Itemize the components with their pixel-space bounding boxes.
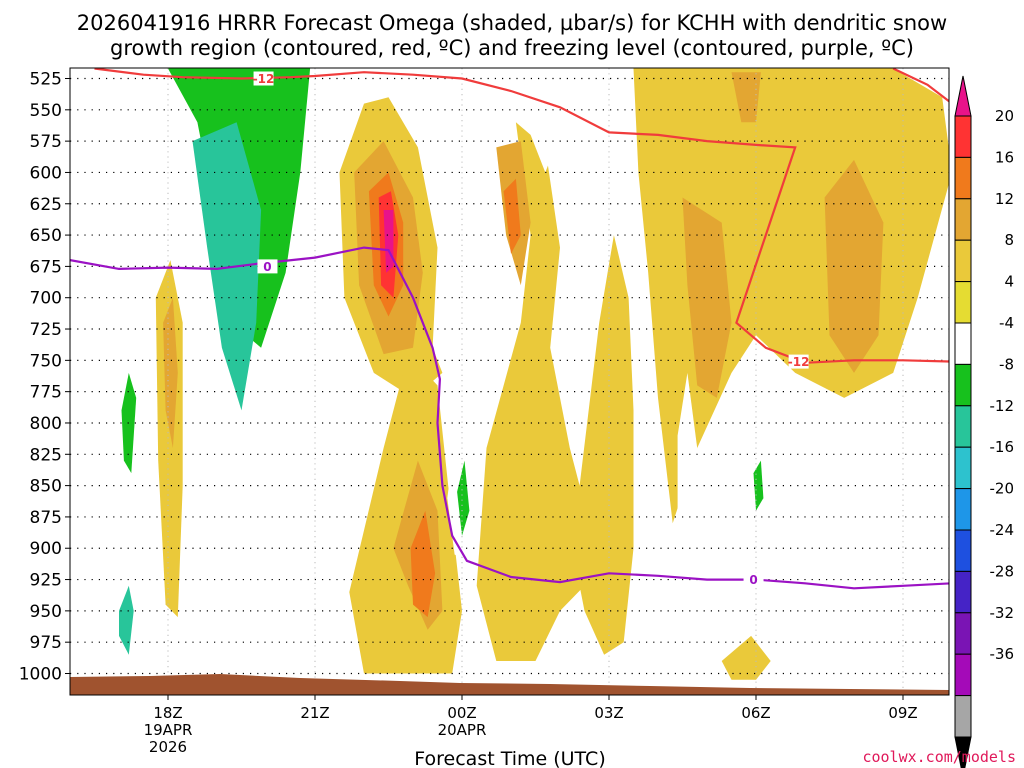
y-tick-850: 850 bbox=[30, 477, 62, 497]
terrain-layer bbox=[70, 674, 949, 695]
colorbar-label-7: -12 bbox=[990, 397, 1015, 415]
colorbar-label-1: 16 bbox=[995, 148, 1014, 166]
omega-region-24 bbox=[721, 635, 771, 680]
colorbar-label-13: -36 bbox=[990, 645, 1015, 663]
omega-region-19 bbox=[569, 235, 634, 655]
svg-text:0: 0 bbox=[263, 260, 271, 274]
dgz-minus12-contour bbox=[94, 68, 949, 364]
y-tick-600: 600 bbox=[30, 163, 62, 183]
y-tick-550: 550 bbox=[30, 101, 62, 121]
dgz-minus12-contour-top bbox=[892, 68, 949, 103]
omega-region-26 bbox=[457, 185, 472, 298]
y-tick-875: 875 bbox=[30, 508, 62, 528]
colorbar-band-3 bbox=[954, 239, 972, 283]
y-tick-650: 650 bbox=[30, 226, 62, 246]
omega-region-31 bbox=[753, 460, 764, 511]
y-tick-525: 525 bbox=[30, 70, 62, 90]
omega-region-15 bbox=[163, 297, 178, 448]
x-tick-06Z: 06Z bbox=[741, 704, 770, 722]
x-tick-03Z: 03Z bbox=[594, 704, 623, 722]
x-tick-year-18Z: 2026 bbox=[149, 738, 187, 756]
colorbar-label-6: -8 bbox=[999, 355, 1014, 373]
colorbar-band-14 bbox=[954, 695, 972, 738]
pressure-axis: 525 550 575 600 625 650 675 700 725 750 775 800 825 8… bbox=[19, 70, 70, 685]
terrain-ground-fill bbox=[70, 674, 949, 695]
y-tick-725: 725 bbox=[30, 320, 62, 340]
colorbar-band-12 bbox=[954, 612, 972, 655]
colorbar-band-0 bbox=[954, 115, 972, 158]
colorbar-bottom-arrow bbox=[954, 736, 972, 768]
plot-frame bbox=[69, 67, 950, 696]
svg-text:-12: -12 bbox=[788, 355, 810, 369]
freezing-level-label-1: 0 bbox=[257, 259, 278, 274]
colorbar-label-0: 20 bbox=[995, 107, 1014, 125]
omega-region-25 bbox=[530, 84, 560, 173]
y-tick-625: 625 bbox=[30, 195, 62, 215]
y-tick-675: 675 bbox=[30, 257, 62, 277]
colorbar-label-3: 8 bbox=[1004, 231, 1014, 249]
y-tick-775: 775 bbox=[30, 383, 62, 403]
colorbar-band-9 bbox=[954, 488, 972, 531]
y-tick-800: 800 bbox=[30, 414, 62, 434]
colorbar-band-6 bbox=[954, 363, 972, 407]
colorbar-top-arrow bbox=[954, 75, 972, 117]
omega-region-23 bbox=[731, 72, 761, 123]
svg-text:-12: -12 bbox=[253, 72, 275, 86]
y-tick-950: 950 bbox=[30, 602, 62, 622]
colorbar-band-11 bbox=[954, 570, 972, 614]
omega-region-29 bbox=[677, 372, 698, 636]
y-tick-750: 750 bbox=[30, 351, 62, 371]
colorbar-label-4: 4 bbox=[1004, 273, 1014, 291]
omega-region-30 bbox=[741, 410, 786, 555]
omega-region-20 bbox=[633, 68, 949, 524]
omega-region-5 bbox=[192, 122, 262, 411]
omega-region-21 bbox=[682, 197, 732, 398]
credit-link[interactable]: coolwx.com/models bbox=[862, 748, 1016, 766]
colorbar-label-11: -28 bbox=[990, 562, 1015, 580]
x-tick-date-00Z: 20APR bbox=[438, 721, 487, 739]
colorbar-band-1 bbox=[954, 156, 972, 200]
colorbar-band-4 bbox=[954, 281, 972, 324]
colorbar-label-12: -32 bbox=[990, 604, 1015, 622]
colorbar-label-8: -16 bbox=[990, 438, 1015, 456]
colorbar-band-8 bbox=[954, 446, 972, 490]
dgz-label-1: -12 bbox=[253, 71, 275, 86]
x-tick-date-18Z: 19APR bbox=[144, 721, 193, 739]
dgz-label-2: -12 bbox=[788, 354, 810, 369]
colorbar-label-10: -24 bbox=[990, 521, 1015, 539]
colorbar: 20 16 12 8 4 -4 -8 -12 -16 -20 -24 -28 -32 -36 bbox=[954, 75, 1015, 768]
contour-layer: 0 0 -12 -12 bbox=[70, 68, 949, 590]
x-tick-18Z: 18Z bbox=[153, 704, 182, 722]
omega-region-13 bbox=[410, 510, 436, 618]
x-tick-00Z: 00Z bbox=[447, 704, 476, 722]
y-tick-925: 925 bbox=[30, 571, 62, 591]
x-axis-label: Forecast Time (UTC) bbox=[414, 748, 605, 768]
y-tick-575: 575 bbox=[30, 132, 62, 152]
y-tick-900: 900 bbox=[30, 539, 62, 559]
omega-region-2 bbox=[121, 372, 137, 474]
x-tick-21Z: 21Z bbox=[300, 704, 329, 722]
colorbar-band-10 bbox=[954, 529, 972, 572]
y-tick-700: 700 bbox=[30, 289, 62, 309]
freezing-level-label-2: 0 bbox=[743, 572, 764, 587]
omega-region-22 bbox=[824, 159, 884, 373]
chart-title-line1: 2026041916 HRRR Forecast Omega (shaded, … bbox=[77, 11, 947, 35]
colorbar-label-5: -4 bbox=[999, 314, 1014, 332]
y-tick-825: 825 bbox=[30, 445, 62, 465]
colorbar-label-9: -20 bbox=[990, 480, 1015, 498]
x-tick-09Z: 09Z bbox=[888, 704, 917, 722]
colorbar-band-13 bbox=[954, 653, 972, 697]
y-tick-975: 975 bbox=[30, 633, 62, 653]
colorbar-label-2: 12 bbox=[995, 190, 1014, 208]
omega-region-1 bbox=[119, 585, 134, 655]
svg-text:0: 0 bbox=[749, 573, 757, 587]
chart-title-line2: growth region (contoured, red, ºC) and f… bbox=[110, 36, 914, 60]
grid-layer bbox=[70, 68, 949, 695]
colorbar-band-7 bbox=[954, 405, 972, 448]
y-tick-1000: 1000 bbox=[19, 665, 62, 685]
colorbar-band-2 bbox=[954, 198, 972, 241]
colorbar-band-5 bbox=[954, 322, 972, 365]
